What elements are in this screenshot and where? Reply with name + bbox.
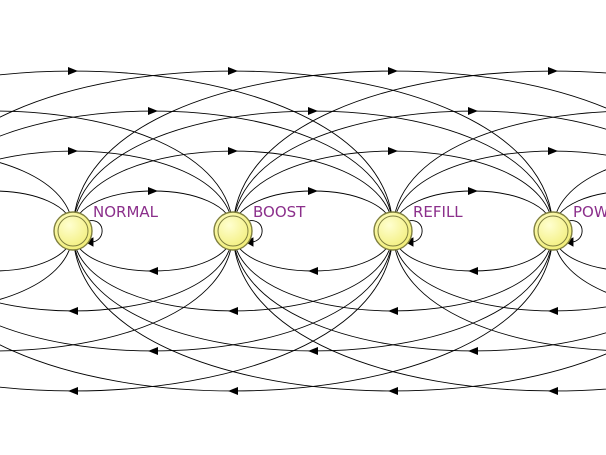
edge-backward [0, 230, 234, 312]
arrowhead-forward [468, 107, 478, 115]
arrowhead-backward [148, 347, 158, 355]
transition-arrowheads [68, 67, 558, 395]
edge-forward [0, 110, 234, 232]
state-label-refill: REFILL [413, 203, 463, 221]
edge-backward [72, 230, 554, 352]
arrowhead-backward [548, 387, 558, 395]
self-loops [85, 220, 583, 247]
edge-forward [0, 110, 394, 232]
arrowhead-forward [228, 147, 238, 155]
arrowhead-backward [308, 347, 318, 355]
arrowhead-forward [388, 67, 398, 75]
arrowhead-forward [388, 147, 398, 155]
arrowhead-forward [148, 187, 158, 195]
edge-forward [392, 111, 606, 232]
arrowhead-backward [468, 347, 478, 355]
arrowhead-backward [308, 267, 318, 275]
arrowhead-forward [308, 187, 318, 195]
arrowhead-backward [548, 307, 558, 315]
state-boost[interactable]: BOOST [213, 203, 306, 251]
edge-backward [0, 230, 234, 352]
arrowhead-backward [68, 307, 78, 315]
arrowhead-forward [548, 147, 558, 155]
arrowhead-forward [308, 107, 318, 115]
state-label-normal: NORMAL [93, 203, 159, 221]
edge-backward [392, 230, 554, 272]
edge-backward [392, 230, 606, 351]
arrowhead-backward [388, 387, 398, 395]
arrowhead-forward [68, 67, 78, 75]
state-power[interactable]: POW [533, 203, 606, 251]
arrowhead-backward [228, 387, 238, 395]
arrowhead-forward [548, 67, 558, 75]
arrowhead-forward [228, 67, 238, 75]
edge-backward [72, 230, 606, 392]
arrowhead-backward [228, 307, 238, 315]
arrowhead-backward [68, 387, 78, 395]
state-label-boost: BOOST [253, 203, 306, 221]
state-label-power: POW [573, 203, 606, 221]
edge-backward [392, 230, 606, 312]
arrowhead-forward [148, 107, 158, 115]
arrowhead-backward [388, 307, 398, 315]
arrowhead-backward [468, 267, 478, 275]
edge-backward [0, 230, 394, 352]
state-normal[interactable]: NORMAL [53, 203, 159, 251]
arrowhead-backward [148, 267, 158, 275]
arrowhead-forward [68, 147, 78, 155]
state-refill[interactable]: REFILL [373, 203, 463, 251]
arrowhead-forward [468, 187, 478, 195]
edge-backward [72, 230, 234, 272]
edge-backward [232, 230, 394, 272]
